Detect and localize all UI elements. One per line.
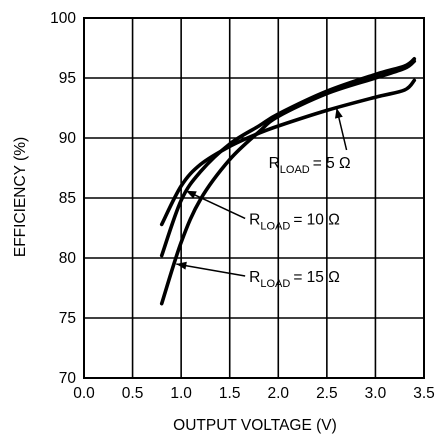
y-tick-label: 90 [59,130,77,147]
series-line-1 [159,78,417,227]
y-tick-label: 85 [59,190,76,207]
series-lines [159,57,417,306]
y-tick-label: 100 [50,10,76,27]
x-tick-label: 0.0 [73,385,95,402]
y-axis-title: EFFICIENCY (%) [12,137,29,257]
annotation-arrowhead-3 [176,261,187,270]
series-label-1: RLOAD = 5 Ω [269,155,351,176]
x-tick-labels: 0.0 0.5 1.0 1.5 2.0 2.5 3.0 3.5 [73,385,435,402]
plot-frame [83,17,425,379]
grid [83,17,425,379]
y-tick-label: 95 [59,70,76,87]
x-tick-label: 1.5 [219,385,241,402]
x-tick-label: 2.5 [316,385,338,402]
x-tick-label: 2.0 [268,385,290,402]
x-tick-label: 3.5 [413,385,435,402]
annotation-leader-2 [185,190,246,220]
x-tick-label: 1.0 [170,385,192,402]
x-axis-title: OUTPUT VOLTAGE (V) [173,417,337,434]
annotation-leader-3 [176,263,246,277]
x-tick-label: 0.5 [122,385,144,402]
annotations: RLOAD = 5 Ω RLOAD = 10 Ω RLOAD = 15 Ω [176,107,351,290]
annotation-arrowhead-2 [186,190,197,199]
series-line-3 [159,59,417,306]
x-tick-label: 3.0 [365,385,387,402]
series-line-2 [159,57,417,258]
series-label-3: RLOAD = 15 Ω [249,269,340,290]
y-tick-label: 75 [59,310,76,327]
series-label-2: RLOAD = 10 Ω [249,211,340,232]
y-tick-labels: 70 75 80 85 90 95 100 [50,10,76,387]
y-tick-label: 80 [59,250,77,267]
y-tick-label: 70 [59,370,77,387]
annotation-arrowhead-1 [334,108,343,119]
